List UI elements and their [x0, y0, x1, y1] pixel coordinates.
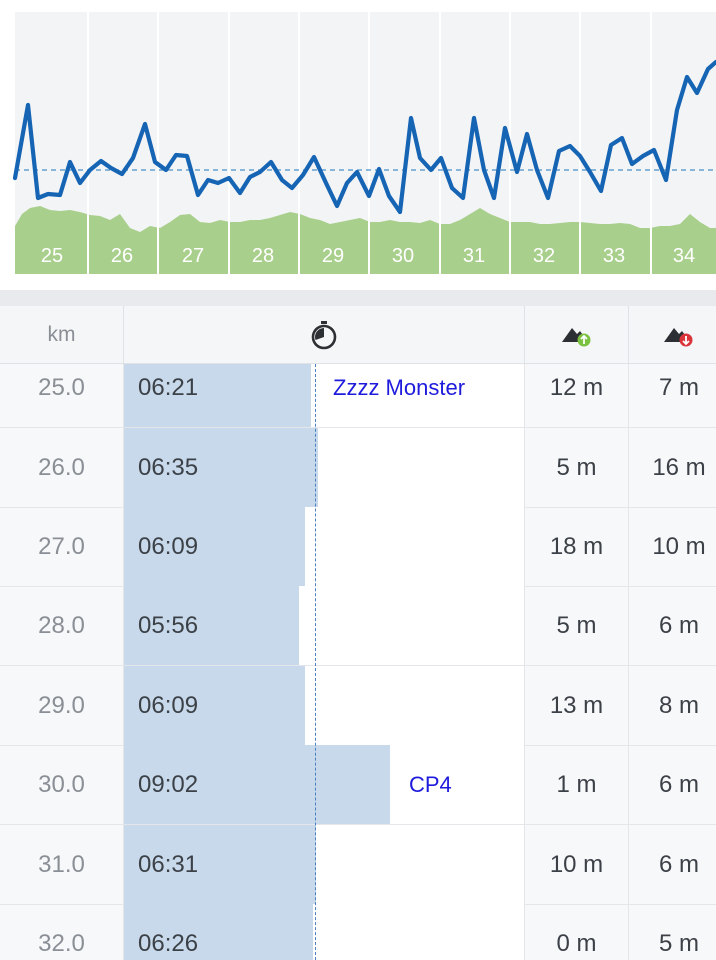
- pace-bar: [124, 825, 316, 904]
- pace-value: 06:09: [138, 532, 199, 560]
- splits-table-header: km: [0, 306, 716, 364]
- table-row[interactable]: 31.0 06:31 10 m 6 m: [0, 825, 716, 905]
- pace-cell: 06:09: [124, 666, 524, 745]
- ascent-cell: 10 m: [549, 850, 604, 878]
- ascent-cell: 5 m: [556, 611, 597, 639]
- pace-value: 06:26: [138, 929, 199, 957]
- km-tick-label: 34: [673, 245, 695, 267]
- column-divider: [628, 306, 629, 363]
- pace-cell: 06:31: [124, 825, 524, 904]
- section-separator: [0, 290, 716, 306]
- ascent-cell: 5 m: [556, 453, 597, 481]
- split-note: Zzzz Monster: [333, 374, 466, 400]
- table-row[interactable]: 29.0 06:09 13 m 8 m: [0, 666, 716, 746]
- descent-cell: 6 m: [658, 770, 699, 798]
- km-tick-label: 33: [603, 245, 625, 267]
- column-divider: [123, 306, 124, 363]
- descent-cell: 8 m: [658, 691, 699, 719]
- km-tick-label: 26: [111, 245, 133, 267]
- pace-cell: 06:26: [124, 904, 524, 960]
- ascent-column-header: [525, 306, 628, 363]
- km-cell: 28.0: [38, 611, 85, 639]
- km-cell: 27.0: [38, 532, 85, 560]
- descent-cell: 6 m: [658, 850, 699, 878]
- pace-value: 09:02: [138, 770, 199, 798]
- km-tick-label: 30: [392, 245, 414, 267]
- pace-bar: [124, 904, 313, 960]
- descent-column-header: [629, 306, 716, 363]
- ascent-cell: 18 m: [549, 532, 604, 560]
- km-tick-label: 28: [252, 245, 274, 267]
- ascent-cell: 12 m: [549, 373, 604, 401]
- table-row[interactable]: 25.0 06:21 Zzzz Monster 12 m 7 m: [0, 364, 716, 428]
- pace-cell: 09:02 CP4: [124, 745, 524, 824]
- km-cell: 31.0: [38, 850, 85, 878]
- pace-value: 06:09: [138, 691, 199, 719]
- pace-cell: 06:09: [124, 507, 524, 586]
- pace-chart-svg: 25 26 27 28 29 30 31 32 33 34: [0, 0, 716, 290]
- pace-bar: [124, 745, 390, 824]
- table-row[interactable]: 28.0 05:56 5 m 6 m: [0, 586, 716, 666]
- column-divider: [524, 306, 525, 363]
- pace-cell: 06:35: [124, 428, 524, 507]
- km-cell: 25.0: [38, 373, 85, 401]
- descent-cell: 6 m: [658, 611, 699, 639]
- stopwatch-icon: [311, 320, 337, 349]
- table-row[interactable]: 30.0 09:02 CP4 1 m 6 m: [0, 745, 716, 825]
- pace-value: 06:35: [138, 453, 199, 481]
- pace-chart: 25 26 27 28 29 30 31 32 33 34: [0, 0, 716, 290]
- column-divider: [123, 364, 124, 960]
- split-note: CP4: [409, 771, 452, 797]
- pace-value: 05:56: [138, 611, 199, 639]
- descent-cell: 10 m: [652, 532, 706, 560]
- km-tick-label: 25: [41, 245, 63, 267]
- pace-bar: [124, 428, 318, 507]
- average-pace-line: [315, 364, 316, 960]
- descent-cell: 7 m: [658, 373, 699, 401]
- table-row[interactable]: 27.0 06:09 18 m 10 m: [0, 507, 716, 587]
- elevation-area: [15, 206, 716, 274]
- table-row[interactable]: 32.0 06:26 0 m 5 m: [0, 904, 716, 960]
- ascent-icon: [561, 327, 590, 346]
- pace-bar: [124, 364, 311, 427]
- pace-bar: [124, 666, 305, 745]
- column-divider: [524, 364, 525, 960]
- ascent-cell: 0 m: [556, 929, 597, 957]
- pace-line: [12, 59, 716, 215]
- km-tick-label: 32: [533, 245, 555, 267]
- pace-cell: 06:21 Zzzz Monster: [124, 364, 524, 427]
- km-column-header: km: [47, 322, 76, 346]
- pace-bar: [124, 586, 299, 665]
- descent-icon: [664, 327, 693, 346]
- ascent-cell: 1 m: [556, 770, 597, 798]
- pace-bar: [124, 507, 305, 586]
- km-cell: 29.0: [38, 691, 85, 719]
- km-cell: 30.0: [38, 770, 85, 798]
- pace-value: 06:31: [138, 850, 199, 878]
- km-tick-label: 27: [182, 245, 204, 267]
- table-row[interactable]: 26.0 06:35 5 m 16 m: [0, 428, 716, 508]
- km-cell: 32.0: [38, 929, 85, 957]
- splits-table-body: 25.0 06:21 Zzzz Monster 12 m 7 m 26.0 06…: [0, 364, 716, 960]
- ascent-cell: 13 m: [549, 691, 604, 719]
- descent-cell: 5 m: [658, 929, 699, 957]
- pace-value: 06:21: [138, 373, 199, 401]
- km-cell: 26.0: [38, 453, 85, 481]
- column-divider: [628, 364, 629, 960]
- pace-column-header: [124, 306, 524, 363]
- km-tick-label: 31: [463, 245, 485, 267]
- pace-cell: 05:56: [124, 586, 524, 665]
- descent-cell: 16 m: [652, 453, 706, 481]
- km-tick-label: 29: [322, 245, 344, 267]
